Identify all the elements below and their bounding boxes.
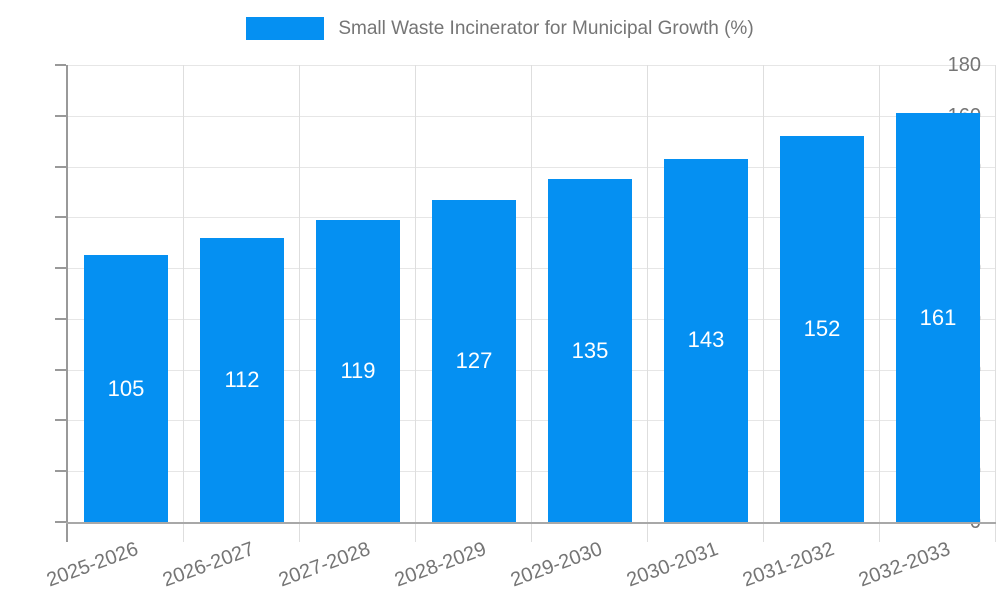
gridline-horizontal xyxy=(68,268,996,270)
x-tick-label: 2025-2026 xyxy=(44,538,142,592)
plot-area: 0204060801001201401601801051121191271351… xyxy=(44,55,996,591)
gridline-vertical xyxy=(647,65,648,542)
x-tick-label: 2027-2028 xyxy=(276,538,374,592)
bar[interactable]: 105 xyxy=(84,255,168,522)
gridline-horizontal xyxy=(68,420,996,422)
y-axis-tick xyxy=(55,470,66,473)
bar-value-label: 105 xyxy=(107,375,145,401)
x-tick-label: 2026-2027 xyxy=(160,538,258,592)
bar[interactable]: 112 xyxy=(200,237,284,522)
bar-value-label: 127 xyxy=(455,347,493,373)
gridline-vertical xyxy=(531,65,532,542)
bar[interactable]: 135 xyxy=(548,179,632,522)
x-tick-label: 2029-2030 xyxy=(508,538,606,592)
x-tick-label: 2031-2032 xyxy=(740,538,838,592)
bar-value-label: 112 xyxy=(224,366,260,392)
gridline-vertical xyxy=(879,65,880,542)
y-axis-tick xyxy=(55,419,66,422)
bar[interactable]: 161 xyxy=(896,113,980,522)
bar-value-label: 119 xyxy=(340,357,376,383)
bar-value-label: 135 xyxy=(571,337,609,363)
x-tick-label: 2028-2029 xyxy=(392,538,490,592)
bar[interactable]: 127 xyxy=(432,199,516,522)
y-tick-label: 180 xyxy=(947,54,981,76)
gridline-horizontal xyxy=(68,318,996,320)
gridline-vertical xyxy=(995,65,996,542)
y-axis-tick xyxy=(55,521,66,523)
gridline-horizontal xyxy=(68,65,996,66)
y-axis-tick xyxy=(55,165,66,168)
bar-value-label: 161 xyxy=(919,304,957,330)
x-tick-label: 2032-2033 xyxy=(856,538,954,592)
bar[interactable]: 143 xyxy=(664,158,748,522)
y-axis-tick xyxy=(55,368,66,371)
y-axis-tick xyxy=(55,216,66,219)
bar-value-label: 143 xyxy=(687,327,725,353)
gridline-vertical xyxy=(183,65,184,542)
bar[interactable]: 119 xyxy=(316,219,400,522)
gridline-vertical xyxy=(299,65,300,542)
y-axis-tick xyxy=(55,267,66,270)
legend-label: Small Waste Incinerator for Municipal Gr… xyxy=(338,17,754,39)
x-axis-line xyxy=(66,522,996,524)
y-axis-line xyxy=(66,65,68,542)
gridline-vertical xyxy=(763,65,764,542)
gridline-horizontal xyxy=(68,166,996,168)
x-tick-label: 2030-2031 xyxy=(624,538,722,592)
legend-swatch-icon xyxy=(246,17,325,40)
gridline-horizontal xyxy=(68,369,996,371)
bar[interactable]: 152 xyxy=(780,136,864,522)
y-axis-tick xyxy=(55,64,66,66)
gridline-vertical xyxy=(415,65,416,542)
bar-value-label: 152 xyxy=(803,316,841,342)
chart-legend[interactable]: Small Waste Incinerator for Municipal Gr… xyxy=(0,17,1000,40)
y-axis-tick xyxy=(55,317,66,320)
gridline-horizontal xyxy=(68,217,996,219)
gridline-horizontal xyxy=(68,471,996,473)
y-axis-tick xyxy=(55,114,66,117)
gridline-horizontal xyxy=(68,115,996,117)
